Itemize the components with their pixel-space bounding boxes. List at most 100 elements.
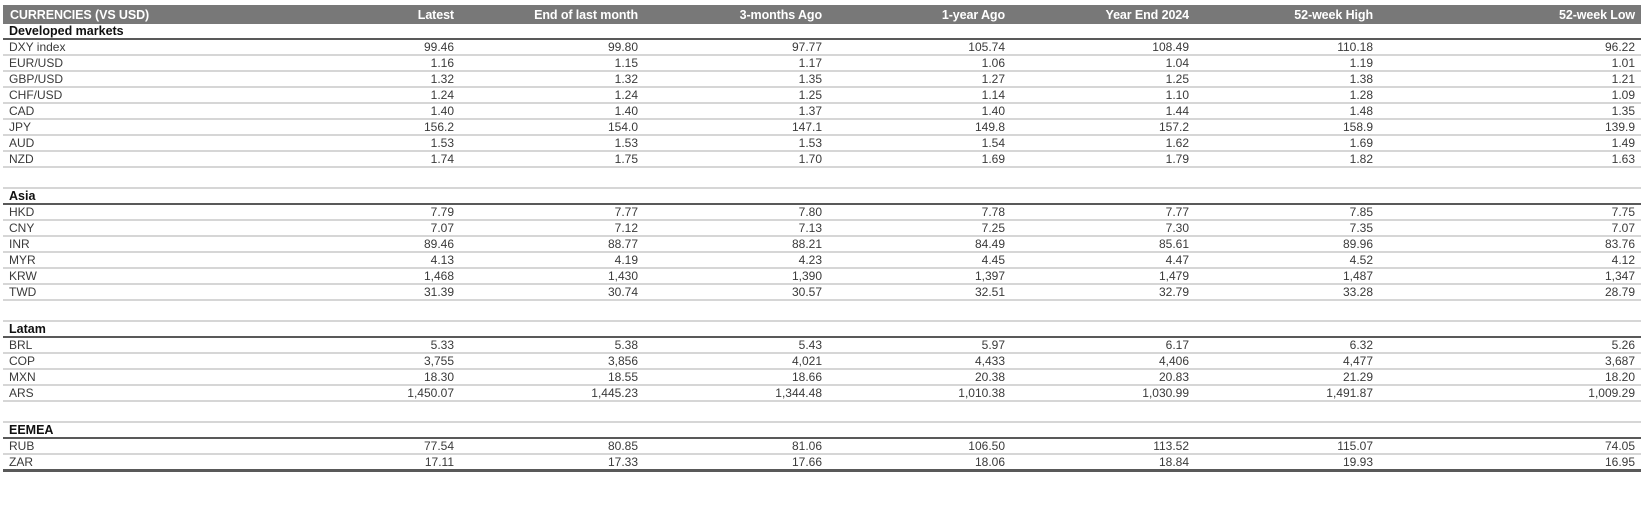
cell-value: 156.2 xyxy=(273,119,456,136)
section-header-row: Latam xyxy=(3,321,1641,338)
cell-value: 4.45 xyxy=(824,252,1007,269)
cell-value: 1.40 xyxy=(824,103,1007,120)
cell-value: 154.0 xyxy=(456,119,640,136)
cell-value: 1.09 xyxy=(1375,87,1641,104)
cell-value: 1.32 xyxy=(456,71,640,88)
cell-value: 18.30 xyxy=(273,369,456,386)
currency-row: JPY 156.2 154.0 147.1 149.8 157.2 158.9 139.9 xyxy=(3,119,1641,136)
cell-value: 4.47 xyxy=(1007,252,1191,269)
cell-value: 1.53 xyxy=(640,135,824,152)
cell-value: 18.55 xyxy=(456,369,640,386)
currency-row: TWD 31.39 30.74 30.57 32.51 32.79 33.28 28.79 xyxy=(3,284,1641,301)
cell-value: 7.35 xyxy=(1191,220,1375,237)
cell-value: 1,347 xyxy=(1375,268,1641,285)
currencies-table-sheet: CURRENCIES (VS USD) Latest End of last m… xyxy=(3,5,1641,472)
cell-value: 5.38 xyxy=(456,337,640,354)
cell-value: 1,479 xyxy=(1007,268,1191,285)
cell-value: 139.9 xyxy=(1375,119,1641,136)
cell-value: 4.13 xyxy=(273,252,456,269)
cell-value: 5.26 xyxy=(1375,337,1641,354)
currency-label: AUD xyxy=(3,135,273,152)
cell-value: 1.35 xyxy=(640,71,824,88)
cell-value: 1.24 xyxy=(456,87,640,104)
currency-label: GBP/USD xyxy=(3,71,273,88)
cell-value: 1.19 xyxy=(1191,55,1375,72)
cell-value: 1.21 xyxy=(1375,71,1641,88)
cell-value: 30.57 xyxy=(640,284,824,301)
cell-value: 28.79 xyxy=(1375,284,1641,301)
cell-value: 74.05 xyxy=(1375,438,1641,455)
currency-label: ZAR xyxy=(3,454,273,472)
column-header-3-months-ago: 3-months Ago xyxy=(640,5,824,24)
cell-value: 7.77 xyxy=(1007,204,1191,221)
cell-value: 157.2 xyxy=(1007,119,1191,136)
section-header: Developed markets xyxy=(3,24,1641,40)
currency-label: CAD xyxy=(3,103,273,120)
cell-value: 32.79 xyxy=(1007,284,1191,301)
cell-value: 5.33 xyxy=(273,337,456,354)
cell-value: 1.17 xyxy=(640,55,824,72)
currency-row: CAD 1.40 1.40 1.37 1.40 1.44 1.48 1.35 xyxy=(3,103,1641,120)
cell-value: 6.17 xyxy=(1007,337,1191,354)
cell-value: 20.38 xyxy=(824,369,1007,386)
cell-value: 7.85 xyxy=(1191,204,1375,221)
cell-value: 1,491.87 xyxy=(1191,385,1375,402)
cell-value: 33.28 xyxy=(1191,284,1375,301)
cell-value: 17.11 xyxy=(273,454,456,472)
currency-label: EUR/USD xyxy=(3,55,273,72)
cell-value: 1.25 xyxy=(1007,71,1191,88)
currency-row: DXY index 99.46 99.80 97.77 105.74 108.49 110.… xyxy=(3,39,1641,56)
section-header: EEMEA xyxy=(3,422,1641,439)
section-spacer-row xyxy=(3,401,1641,423)
currency-label: COP xyxy=(3,353,273,370)
column-header-52-week-high: 52-week High xyxy=(1191,5,1375,24)
cell-value: 4.52 xyxy=(1191,252,1375,269)
cell-value: 1,009.29 xyxy=(1375,385,1641,402)
currency-label: TWD xyxy=(3,284,273,301)
cell-value: 7.25 xyxy=(824,220,1007,237)
cell-value: 18.20 xyxy=(1375,369,1641,386)
cell-value: 1.70 xyxy=(640,151,824,168)
cell-value: 108.49 xyxy=(1007,39,1191,56)
cell-value: 1.62 xyxy=(1007,135,1191,152)
cell-value: 19.93 xyxy=(1191,454,1375,472)
cell-value: 1.25 xyxy=(640,87,824,104)
cell-value: 18.66 xyxy=(640,369,824,386)
spacer-cell xyxy=(3,300,1641,322)
cell-value: 1.01 xyxy=(1375,55,1641,72)
currency-label: KRW xyxy=(3,268,273,285)
cell-value: 7.78 xyxy=(824,204,1007,221)
currency-label: RUB xyxy=(3,438,273,455)
cell-value: 1.27 xyxy=(824,71,1007,88)
currency-label: MYR xyxy=(3,252,273,269)
cell-value: 4,021 xyxy=(640,353,824,370)
currency-row: GBP/USD 1.32 1.32 1.35 1.27 1.25 1.38 1.21 xyxy=(3,71,1641,88)
cell-value: 21.29 xyxy=(1191,369,1375,386)
cell-value: 1.48 xyxy=(1191,103,1375,120)
section-header: Latam xyxy=(3,321,1641,338)
cell-value: 7.07 xyxy=(273,220,456,237)
cell-value: 84.49 xyxy=(824,236,1007,253)
column-header-52-week-low: 52-week Low xyxy=(1375,5,1641,24)
cell-value: 4,433 xyxy=(824,353,1007,370)
currency-label: NZD xyxy=(3,151,273,168)
cell-value: 1.04 xyxy=(1007,55,1191,72)
currency-label: BRL xyxy=(3,337,273,354)
section-header: Asia xyxy=(3,188,1641,205)
cell-value: 1.79 xyxy=(1007,151,1191,168)
cell-value: 4.12 xyxy=(1375,252,1641,269)
cell-value: 83.76 xyxy=(1375,236,1641,253)
column-header-latest: Latest xyxy=(273,5,456,24)
cell-value: 1.82 xyxy=(1191,151,1375,168)
cell-value: 105.74 xyxy=(824,39,1007,56)
cell-value: 1.32 xyxy=(273,71,456,88)
column-header-currencies: CURRENCIES (VS USD) xyxy=(3,5,273,24)
currency-row: ZAR 17.11 17.33 17.66 18.06 18.84 19.93 16.95 xyxy=(3,454,1641,472)
currency-row: CHF/USD 1.24 1.24 1.25 1.14 1.10 1.28 1.09 xyxy=(3,87,1641,104)
currency-row: EUR/USD 1.16 1.15 1.17 1.06 1.04 1.19 1.01 xyxy=(3,55,1641,72)
cell-value: 1.69 xyxy=(824,151,1007,168)
currency-row: KRW 1,468 1,430 1,390 1,397 1,479 1,487 1,347 xyxy=(3,268,1641,285)
cell-value: 3,856 xyxy=(456,353,640,370)
cell-value: 20.83 xyxy=(1007,369,1191,386)
cell-value: 5.97 xyxy=(824,337,1007,354)
